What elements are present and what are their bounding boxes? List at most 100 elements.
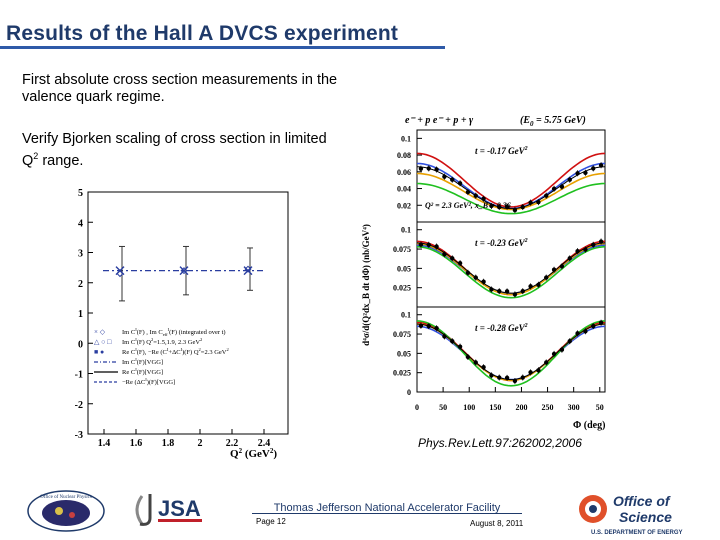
legend-symbols: × ◇ xyxy=(94,328,106,336)
right-plot-data-point xyxy=(567,256,572,261)
left-plot-y-tick-label: 1 xyxy=(78,309,83,320)
right-plot-data-point xyxy=(575,248,580,254)
right-plot-data-point xyxy=(544,193,549,198)
left-plot-data xyxy=(103,245,263,302)
right-plot-data-point xyxy=(551,351,557,357)
right-plot-data-point xyxy=(528,370,533,375)
legend-entry-text: −Re (ΔCI)(F)[VGG] xyxy=(122,377,175,386)
right-plot-y-tick-label: 0.05 xyxy=(397,349,411,358)
right-plot-data-point xyxy=(536,368,541,373)
right-plot-data-point xyxy=(434,244,439,249)
right-plot-data-point xyxy=(536,199,541,205)
legend-entry-text: Re CI(F)[VGG] xyxy=(122,367,163,376)
left-plot-x-tick-label: 2.2 xyxy=(226,438,239,449)
footer-rule xyxy=(252,513,522,514)
right-plot-data-point xyxy=(418,323,424,328)
right-plot-data-point xyxy=(481,279,486,284)
right-plot-model-curve xyxy=(416,152,606,208)
right-plot-data-point xyxy=(512,292,518,297)
right-plot-data-point xyxy=(497,375,502,380)
right-plot-data-point xyxy=(489,287,494,292)
right-plot-y-tick-label: 0.025 xyxy=(393,284,411,293)
office-of-science-logo: Office of Science U.S. DEPARTMENT OF ENE… xyxy=(579,493,683,536)
left-plot-y-tick-label: 0 xyxy=(78,339,83,350)
paragraph2-sup: 2 xyxy=(33,151,39,161)
jsa-logo-text: JSA xyxy=(158,496,201,521)
right-plot-data-point xyxy=(465,270,471,276)
right-plot-data-point xyxy=(504,204,510,209)
right-plot-cross-section: e⁻ + p e⁻ + p + γ (E0 = 5.75 GeV) d⁴σ/d(… xyxy=(361,115,606,431)
right-plot-y-tick-label: 0.05 xyxy=(397,264,411,273)
left-plot-y-tick-label: -2 xyxy=(75,400,83,411)
right-plot-data-point xyxy=(583,170,588,175)
right-plot-data-point xyxy=(465,189,471,195)
science-logo-sub: U.S. DEPARTMENT OF ENERGY xyxy=(591,530,683,536)
right-plot-kinematics-label: Q² = 2.3 GeV², x_B = 0.36 xyxy=(425,201,511,210)
right-plot-data-point xyxy=(481,365,486,370)
right-plot-x-tick-label: 250 xyxy=(542,403,554,412)
right-plot-t-label: t = -0.23 GeV2 xyxy=(475,238,528,248)
legend-entry-text: Im CI(F)[VGG] xyxy=(122,357,163,366)
right-plot-data-point xyxy=(591,242,596,247)
right-plot-model-curve xyxy=(416,166,606,210)
right-plot-data-point xyxy=(520,204,525,210)
right-plot-data-point xyxy=(465,354,471,360)
left-plot-legend: × ◇ Im CI(F) , Im CeffI(F) (integrated ov… xyxy=(94,327,229,386)
right-plot-data-point xyxy=(497,288,502,294)
right-plot-data-point xyxy=(434,167,439,172)
right-plot-data-point xyxy=(583,329,588,334)
footer-lab-name: Thomas Jefferson National Accelerator Fa… xyxy=(273,502,501,514)
right-plot-x-tick-label: 300 xyxy=(568,403,580,412)
right-plot-data-point xyxy=(544,275,549,280)
right-plot-data-point xyxy=(583,247,588,252)
right-plot-data-point xyxy=(598,239,604,244)
right-plot-model-curve xyxy=(416,242,606,296)
left-plot-point-diamond xyxy=(180,267,188,275)
right-plot-data-point xyxy=(520,375,525,380)
right-plot-model-curve xyxy=(416,320,606,387)
right-plot-t-label: t = -0.17 GeV2 xyxy=(475,146,528,156)
right-plot-x-tick-label: 50 xyxy=(439,403,447,412)
right-plot-t-label: t = -0.28 GeV2 xyxy=(475,323,528,333)
right-plot-data-point xyxy=(473,360,478,365)
right-plot-data-point xyxy=(473,193,478,198)
right-plot-data-point xyxy=(512,378,518,384)
right-plot-data-point xyxy=(591,166,596,171)
right-plot-data-point xyxy=(512,207,518,213)
right-plot-data-point xyxy=(559,264,565,269)
right-plot-data-point xyxy=(426,242,431,247)
right-plot-data-point xyxy=(504,375,510,381)
right-plot-y-tick-label: 0.025 xyxy=(393,369,411,378)
right-plot-y-tick-label: 0.06 xyxy=(397,168,411,177)
right-plot-x-tick-label: 150 xyxy=(489,403,501,412)
right-plot-data-point xyxy=(536,282,541,288)
right-plot-data-point xyxy=(528,284,533,289)
right-plot-x-ticks: 0 50 100 150 200 250 300 50 xyxy=(415,387,604,412)
right-plot-x-tick-label: 50 xyxy=(596,403,604,412)
right-plot-y-tick-label: 0.04 xyxy=(397,185,411,194)
right-plot-x-tick-label: 200 xyxy=(515,403,527,412)
left-plot-point-diamond xyxy=(116,270,124,278)
left-plot-x-tick-label: 2 xyxy=(198,438,203,449)
right-plot-data-point xyxy=(567,177,572,182)
right-plot-model-curve xyxy=(416,172,606,211)
right-plot-data-point xyxy=(544,360,549,365)
right-plot-data-point xyxy=(504,289,510,294)
right-plot-panel: 0.1 0.075 0.05 0.025 0 t = -0.28 GeV2 xyxy=(393,306,606,397)
left-plot-y-tick-label: -1 xyxy=(75,370,83,381)
left-plot-x-tick-label: 1.4 xyxy=(98,438,111,449)
right-plot-data-point xyxy=(551,186,557,191)
right-plot-data-point xyxy=(497,204,502,210)
right-plot-model-curve xyxy=(416,245,606,299)
reaction-label: e⁻ + p e⁻ + p + γ xyxy=(405,115,474,126)
right-plot-data-point xyxy=(559,184,565,189)
right-plot-y-tick-label: 0.1 xyxy=(401,134,411,143)
right-plot-data-point xyxy=(481,196,486,201)
left-plot-y-tick-label: 3 xyxy=(78,249,83,260)
left-plot-point-diamond xyxy=(244,265,252,273)
right-plot-data-point xyxy=(457,181,463,186)
right-plot-data-point xyxy=(473,275,478,280)
left-plot-point-integrated xyxy=(243,266,253,276)
left-plot-y-tick-label: 4 xyxy=(78,218,83,229)
legend-entry-text: Im CI(F) Q2=1.5,1.9, 2.3 GeV2 xyxy=(122,337,202,346)
